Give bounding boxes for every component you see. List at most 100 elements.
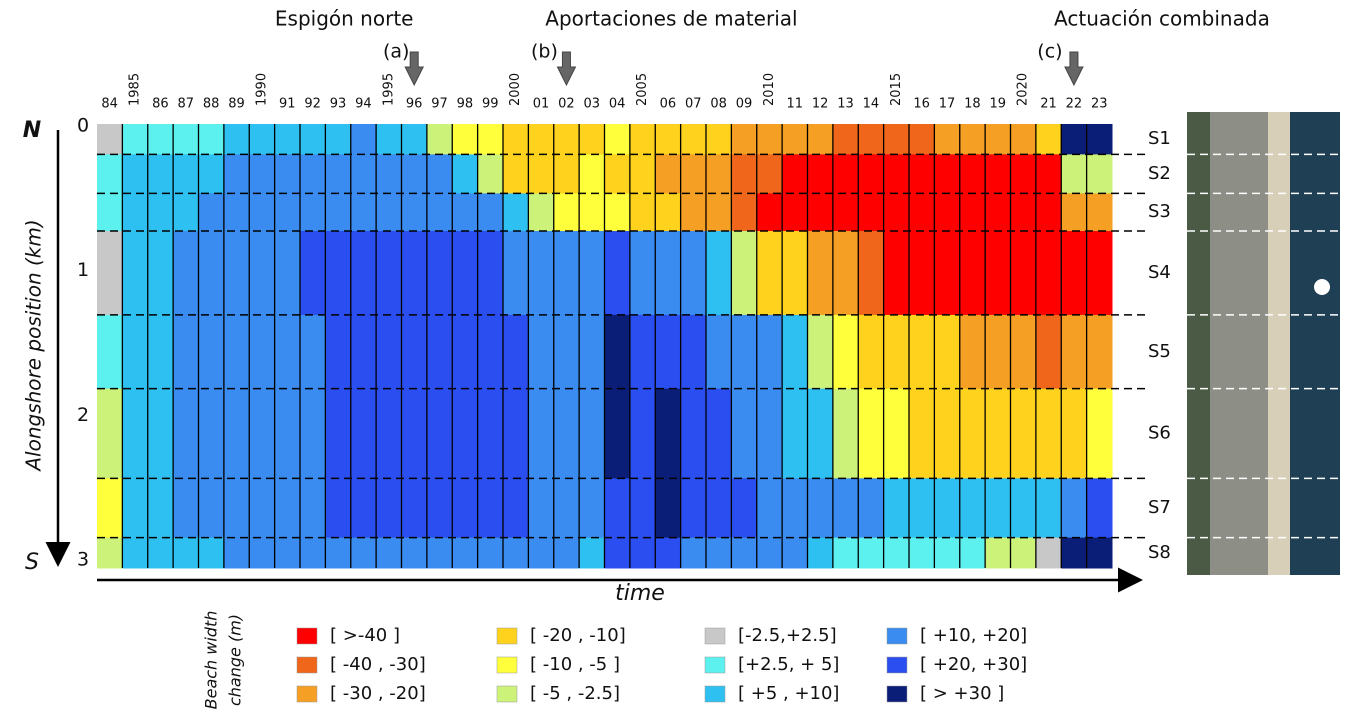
- year-label: 92: [304, 97, 321, 112]
- year-label: 1985: [128, 73, 143, 106]
- heatmap-cell: [680, 478, 707, 539]
- heatmap-cell: [1010, 193, 1037, 232]
- heatmap-cell: [528, 231, 555, 316]
- legend-label: [ -10 , -5 ]: [530, 654, 620, 675]
- year-label: 94: [355, 97, 372, 112]
- year-label: 02: [558, 97, 575, 112]
- year-label: 01: [533, 97, 550, 112]
- heatmap-cell: [629, 154, 656, 194]
- heatmap-cell: [503, 193, 529, 232]
- heatmap-cell: [198, 314, 225, 390]
- heatmap-cell: [300, 537, 326, 569]
- heatmap-cell: [985, 314, 1011, 390]
- heatmap-cell: [756, 537, 783, 569]
- heatmap-cell: [122, 124, 149, 155]
- legend-label: [ -30 , -20]: [330, 683, 426, 704]
- heatmap-cell: [985, 537, 1011, 569]
- heatmap-cell: [553, 537, 580, 569]
- heatmap-cell: [426, 154, 453, 194]
- heatmap-cell: [122, 231, 149, 316]
- heatmap-cell: [198, 231, 225, 316]
- annotation-label: (a): [383, 41, 409, 63]
- year-label: 84: [101, 97, 118, 112]
- heatmap-cell: [731, 231, 758, 316]
- heatmap-cell: [97, 231, 123, 316]
- heatmap-cell: [934, 154, 961, 194]
- heatmap-cell: [249, 537, 276, 569]
- heatmap-cell: [959, 154, 986, 194]
- annotation-arrow: [556, 51, 577, 87]
- heatmap-cell: [756, 193, 783, 232]
- heatmap-cell: [909, 124, 935, 155]
- heatmap-cell: [909, 478, 935, 539]
- heatmap-cell: [883, 388, 910, 479]
- heatmap-cell: [173, 124, 199, 155]
- heatmap-cell: [452, 231, 479, 316]
- legend-swatch: [496, 627, 518, 645]
- year-label: 06: [660, 97, 677, 112]
- heatmap-cell: [604, 478, 631, 539]
- heatmap-cell: [655, 478, 682, 539]
- year-label: 87: [178, 97, 195, 112]
- year-label: 12: [812, 97, 829, 112]
- heatmap-cell: [756, 154, 783, 194]
- heatmap-cell: [782, 537, 808, 569]
- heatmap-cell: [553, 124, 580, 155]
- heatmap-cell: [97, 478, 123, 539]
- heatmap-cell: [579, 314, 605, 390]
- heatmap-cell: [1010, 124, 1037, 155]
- heatmap-cell: [274, 478, 301, 539]
- heatmap-cell: [325, 193, 352, 232]
- legend-label: [ >-40 ]: [330, 625, 400, 646]
- heatmap-cell: [1035, 314, 1062, 390]
- heatmap-cell: [122, 478, 149, 539]
- heatmap-cell: [223, 314, 250, 390]
- heatmap-cell: [325, 478, 352, 539]
- heatmap-cell: [756, 314, 783, 390]
- heatmap-cell: [629, 231, 656, 316]
- heatmap-cell: [553, 478, 580, 539]
- heatmap-cell: [173, 388, 199, 479]
- heatmap-cell: [223, 231, 250, 316]
- heatmap-cell: [1035, 478, 1062, 539]
- heatmap-cell: [173, 231, 199, 316]
- year-label: 96: [406, 97, 423, 112]
- heatmap-cell: [909, 537, 935, 569]
- year-label: 19: [990, 97, 1007, 112]
- heatmap-cell: [1035, 231, 1062, 316]
- satellite-image: [1187, 112, 1340, 575]
- heatmap-cell: [807, 478, 834, 539]
- heatmap-cell: [807, 231, 834, 316]
- heatmap-cell: [629, 193, 656, 232]
- y-axis-label: Alongshore position (km): [22, 219, 46, 472]
- heatmap-cell: [909, 231, 935, 316]
- heatmap-cell: [325, 388, 352, 479]
- heatmap-cell: [350, 478, 377, 539]
- heatmap-cell: [198, 193, 225, 232]
- heatmap-cell: [731, 314, 758, 390]
- year-label: 89: [228, 97, 245, 112]
- heatmap-cell: [655, 314, 682, 390]
- sector-label: S2: [1148, 163, 1171, 184]
- legend-label: [-2.5,+2.5]: [738, 625, 837, 646]
- heatmap-cell: [350, 537, 377, 569]
- heatmap-cell: [1061, 388, 1088, 479]
- heatmap-cell: [680, 154, 707, 194]
- heatmap-cell: [985, 154, 1011, 194]
- heatmap-cell: [604, 314, 631, 390]
- heatmap-cell: [147, 231, 174, 316]
- heatmap-cell: [782, 388, 808, 479]
- heatmap-cell: [1061, 537, 1088, 569]
- heatmap-cell: [1086, 124, 1113, 155]
- heatmap-cell: [452, 193, 479, 232]
- heatmap-cell: [629, 478, 656, 539]
- legend-label: [ +20, +30]: [920, 654, 1027, 675]
- annotation-title: Actuación combinada: [1054, 7, 1270, 31]
- legend-swatch: [886, 656, 908, 674]
- heatmap-cell: [706, 154, 732, 194]
- heatmap-cell: [452, 154, 479, 194]
- heatmap-cell: [909, 388, 935, 479]
- heatmap-cell: [706, 478, 732, 539]
- heatmap-cell: [147, 478, 174, 539]
- heatmap-cell: [122, 154, 149, 194]
